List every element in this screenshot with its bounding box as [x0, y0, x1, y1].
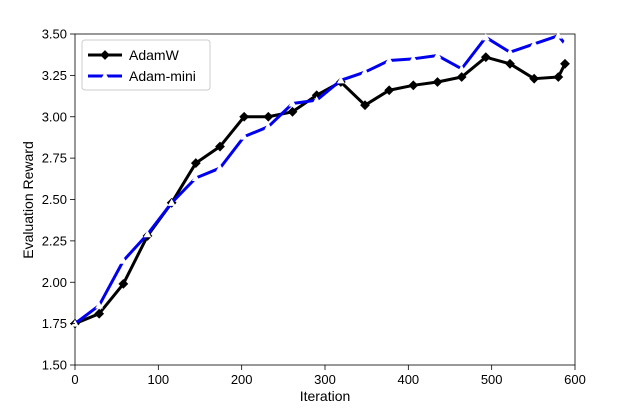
legend-item: Adam-mini [88, 68, 196, 84]
data-point [216, 164, 224, 172]
data-point [530, 39, 539, 47]
data-point [560, 58, 570, 69]
data-point [215, 141, 225, 152]
y-tick-label: 2.50 [42, 192, 67, 207]
x-tick-label: 600 [564, 372, 586, 387]
data-point [191, 173, 200, 182]
x-tick-label: 200 [231, 372, 253, 387]
data-point [408, 80, 419, 91]
x-axis-label: Iteration [300, 388, 351, 404]
y-tick-label: 2.00 [42, 275, 67, 290]
data-point [190, 158, 201, 168]
data-point [94, 308, 105, 319]
data-point [481, 33, 490, 41]
data-point [167, 198, 176, 206]
data-point [554, 31, 563, 39]
data-point [240, 132, 249, 140]
data-point [239, 111, 250, 122]
data-point [432, 77, 443, 87]
data-point [505, 58, 515, 69]
legend-item: AdamW [88, 47, 180, 63]
data-point [95, 301, 104, 309]
data-point [480, 52, 491, 63]
data-point [143, 230, 152, 238]
legend-marker [100, 50, 110, 60]
data-point [457, 64, 466, 72]
legend-label: AdamW [129, 47, 180, 63]
y-tick-label: 3.50 [42, 27, 67, 42]
y-tick-label: 3.25 [42, 68, 67, 83]
series-adam-mini [71, 31, 569, 327]
legend-label: Adam-mini [129, 68, 196, 84]
data-point [553, 72, 564, 82]
data-point [384, 85, 395, 96]
legend-marker [101, 71, 109, 80]
x-axis-ticks: 0 100 200 300 400 500 600 [71, 365, 586, 387]
data-point [529, 73, 540, 84]
data-point [385, 56, 394, 64]
series-line [74, 34, 567, 325]
data-point [288, 99, 297, 107]
x-tick-label: 100 [147, 372, 169, 387]
x-tick-label: 400 [397, 372, 419, 387]
y-tick-label: 1.75 [42, 316, 67, 331]
y-tick-label: 2.75 [42, 151, 67, 166]
data-point [433, 51, 442, 59]
data-point [118, 278, 129, 289]
x-tick-label: 0 [71, 372, 78, 387]
data-point [360, 100, 370, 111]
data-point [312, 96, 321, 104]
data-point [119, 256, 128, 264]
data-point [264, 122, 273, 130]
data-point [361, 68, 369, 76]
x-tick-label: 300 [314, 372, 336, 387]
x-tick-label: 500 [481, 372, 503, 387]
data-point [287, 106, 298, 117]
data-point [336, 76, 345, 84]
y-axis-label: Evaluation Reward [20, 141, 36, 259]
y-axis-ticks: 1.50 1.75 2.00 2.25 2.50 2.75 3.00 3.25 3.50 [42, 27, 75, 373]
y-tick-label: 1.50 [42, 358, 67, 373]
legend: AdamW Adam-mini [81, 39, 211, 91]
data-point [263, 111, 274, 122]
data-point [506, 48, 514, 56]
y-tick-label: 2.25 [42, 233, 67, 248]
data-point [409, 54, 418, 62]
series-layer [70, 31, 570, 329]
y-tick-label: 3.00 [42, 109, 67, 124]
data-point [456, 72, 467, 82]
data-point [561, 39, 569, 47]
